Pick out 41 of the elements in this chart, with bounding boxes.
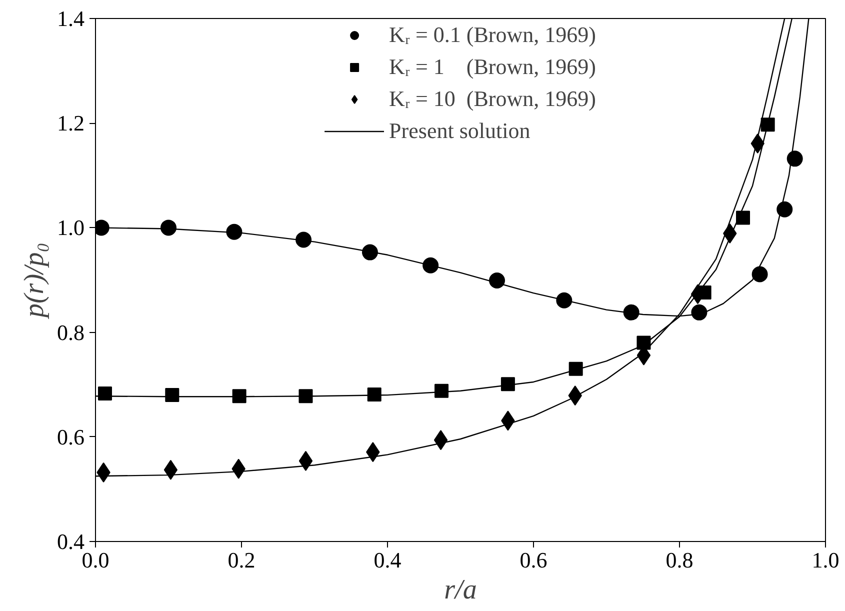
- y-tick-label: 0.8: [57, 320, 84, 345]
- x-tick-label: 0.0: [82, 548, 110, 572]
- y-tick-label: 0.6: [57, 424, 84, 450]
- point: [164, 460, 178, 480]
- y-tick-label: 1.0: [57, 215, 84, 240]
- point: [367, 388, 382, 402]
- point: [298, 450, 313, 471]
- point: [296, 232, 312, 248]
- legend-label: Kᵣ = 0.1 (Brown, 1969): [389, 22, 596, 48]
- y-tick-label: 1.4: [57, 6, 84, 31]
- legend-label: Kᵣ = 1 (Brown, 1969): [389, 54, 596, 80]
- legend-label: Kᵣ = 10 (Brown, 1969): [389, 86, 596, 112]
- x-tick-label: 0.8: [666, 548, 694, 572]
- point: [752, 266, 768, 282]
- point: [434, 430, 448, 450]
- point: [232, 389, 246, 404]
- x-tick-label: 0.2: [228, 548, 256, 572]
- point: [623, 304, 640, 320]
- y-tick-label: 1.2: [57, 110, 84, 136]
- x-tick-label: 0.6: [520, 548, 548, 572]
- point: [422, 257, 439, 274]
- point: [786, 150, 803, 167]
- point: [568, 362, 583, 376]
- x-tick-label: 1.0: [812, 548, 840, 572]
- point: [500, 377, 515, 392]
- point: [556, 292, 572, 308]
- y-axis-title: p(r)/p₀: [19, 242, 50, 320]
- point: [226, 224, 242, 240]
- legend-label: Present solution: [389, 118, 530, 144]
- point: [736, 210, 750, 225]
- point: [776, 201, 793, 218]
- point: [489, 272, 505, 289]
- point: [691, 304, 708, 320]
- point: [98, 386, 112, 400]
- point: [362, 244, 378, 260]
- point: [165, 388, 180, 402]
- y-tick-label: 0.4: [57, 529, 84, 554]
- x-tick-label: 0.4: [374, 548, 402, 572]
- point: [434, 384, 449, 398]
- point: [298, 389, 313, 404]
- x-axis-title: r/a: [444, 574, 477, 606]
